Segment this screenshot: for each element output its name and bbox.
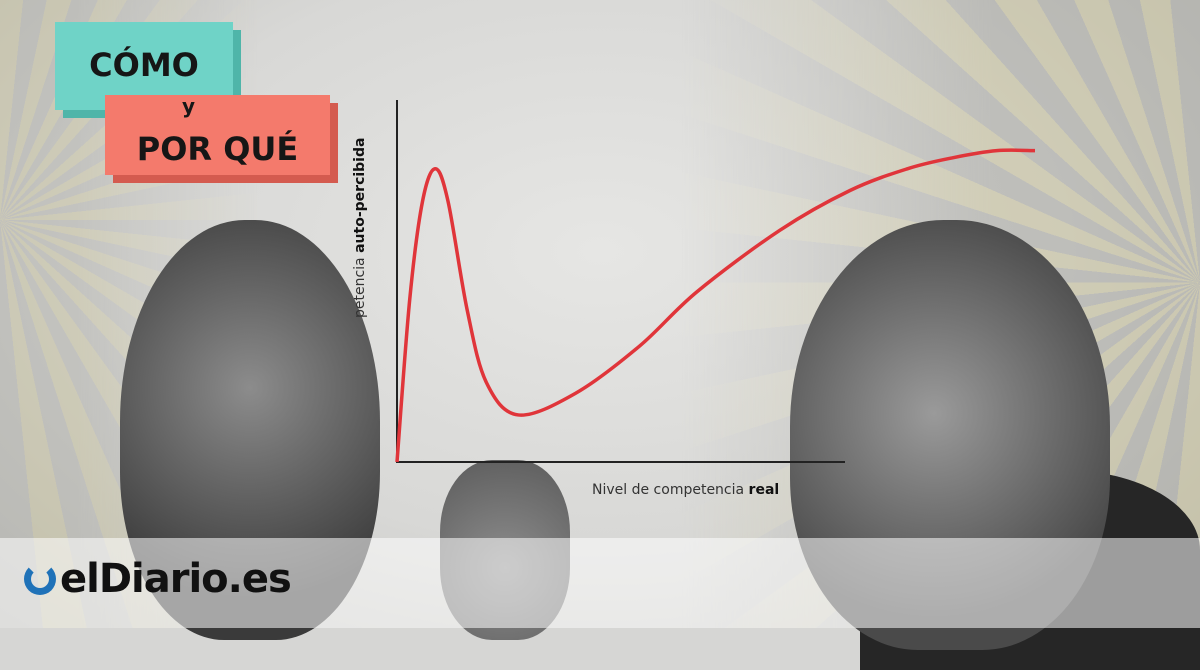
x-axis-label: Nivel de competencia real [592,482,780,498]
badge-por-que: POR QUÉ [105,95,330,175]
chart [395,100,1036,463]
logo-icon [24,563,56,595]
bottom-band [0,538,1200,628]
badge-connector: y [182,94,196,118]
curve-line [395,148,1036,463]
eldiario-logo[interactable]: elDiario.es [24,556,292,602]
y-axis-label: petencia auto-percibida [352,137,368,318]
